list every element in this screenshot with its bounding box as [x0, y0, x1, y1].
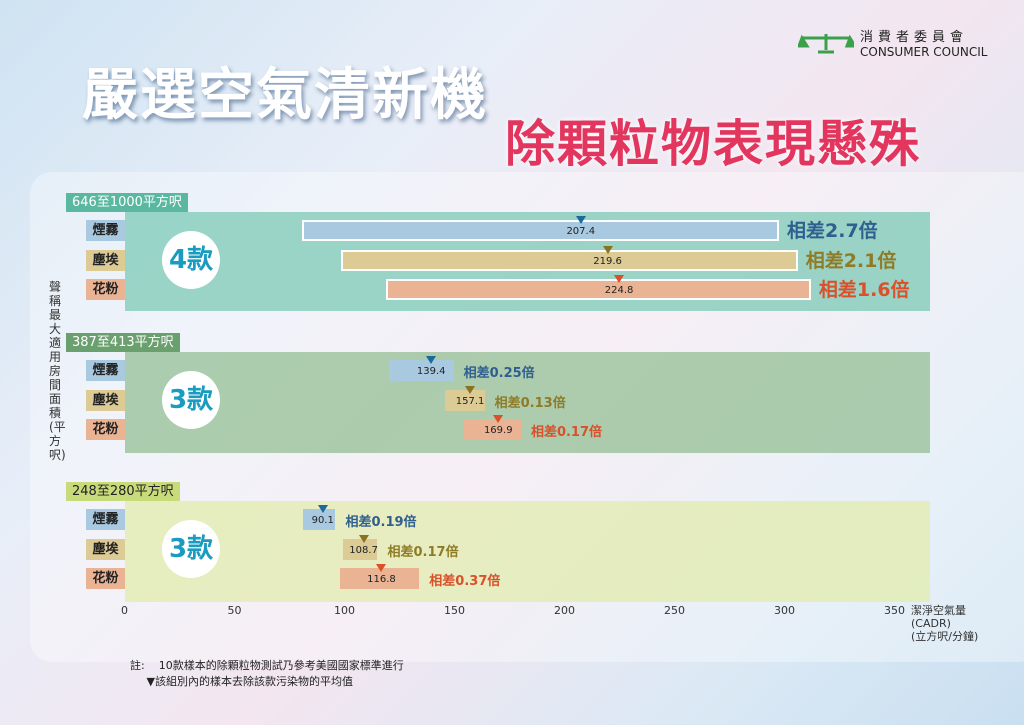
average-marker [493, 415, 504, 423]
average-value-label: 108.7 [349, 544, 378, 556]
range-bar [340, 249, 798, 271]
group-band [125, 352, 930, 453]
model-count-badge: 3款 [162, 371, 220, 429]
pollutant-label: 塵埃 [86, 389, 125, 411]
range-bar [463, 419, 521, 440]
x-tick-label: 200 [554, 604, 575, 617]
x-tick-label: 0 [121, 604, 128, 617]
x-tick-label: 250 [664, 604, 685, 617]
range-bar [302, 220, 779, 241]
average-marker [575, 216, 586, 224]
x-tick-label: 100 [334, 604, 355, 617]
x-tick-label: 300 [774, 604, 795, 617]
difference-label: 相差0.17倍 [530, 425, 603, 440]
x-tick-label: 50 [227, 604, 242, 617]
page-subtitle: 除顆粒物表現懸殊 [505, 115, 921, 173]
pollutant-label: 花粉 [86, 419, 125, 440]
x-axis-label: 潔淨空氣量 (CADR) (立方呎/分鐘) [911, 604, 979, 643]
range-bar [445, 389, 485, 411]
difference-label: 相差0.37倍 [429, 574, 501, 589]
range-bar [386, 279, 811, 300]
group-label: 387至413平方呎 [66, 333, 180, 352]
y-axis-label: 聲稱最大適用房間面積(平方呎) [49, 280, 66, 462]
page-title: 嚴選空氣清新機 [82, 63, 488, 128]
average-value-label: 224.8 [604, 285, 634, 296]
footnote: 註: 10款樣本的除顆粒物測試乃參考美國國家標準進行 ▼該組別內的樣本去除該款污… [130, 659, 404, 688]
range-bar [388, 360, 454, 381]
pollutant-label: 花粉 [86, 568, 125, 589]
pollutant-label: 煙霧 [86, 509, 125, 530]
range-bar [340, 568, 420, 589]
average-marker [358, 534, 369, 543]
range-bar [302, 509, 336, 530]
average-marker [376, 564, 387, 572]
difference-label: 相差2.1倍 [805, 249, 897, 272]
group-label: 646至1000平方呎 [66, 193, 188, 212]
average-value-label: 219.6 [593, 255, 622, 267]
average-marker [426, 356, 437, 364]
average-value-label: 157.1 [455, 395, 485, 407]
difference-label: 相差2.7倍 [787, 220, 878, 242]
difference-label: 相差0.17倍 [387, 544, 459, 560]
average-marker [465, 385, 476, 394]
consumer-council-logo: 消費者委員會 CONSUMER COUNCIL [798, 26, 987, 59]
model-count-badge: 3款 [162, 520, 220, 578]
difference-label: 相差1.6倍 [818, 279, 910, 301]
pollutant-label: 花粉 [86, 279, 125, 300]
average-value-label: 139.4 [416, 366, 446, 377]
average-value-label: 207.4 [566, 226, 596, 237]
difference-label: 相差0.25倍 [463, 366, 535, 381]
model-count-badge: 4款 [162, 231, 220, 289]
group-band [125, 501, 930, 602]
pollutant-label: 煙霧 [86, 220, 125, 241]
pollutant-label: 塵埃 [86, 249, 125, 271]
average-marker [614, 275, 625, 283]
x-tick-label: 350 [884, 604, 905, 617]
average-value-label: 90.1 [311, 515, 334, 526]
x-tick-label: 150 [444, 604, 465, 617]
average-value-label: 169.9 [483, 425, 513, 436]
average-value-label: 116.8 [367, 574, 396, 585]
difference-label: 相差0.13倍 [494, 395, 566, 411]
scales-icon [798, 33, 854, 53]
pollutant-label: 煙霧 [86, 360, 125, 381]
average-marker [317, 505, 328, 513]
average-marker [602, 245, 613, 254]
pollutant-label: 塵埃 [86, 538, 125, 560]
difference-label: 相差0.19倍 [345, 515, 417, 530]
range-bar [342, 538, 378, 560]
group-label: 248至280平方呎 [66, 482, 180, 501]
